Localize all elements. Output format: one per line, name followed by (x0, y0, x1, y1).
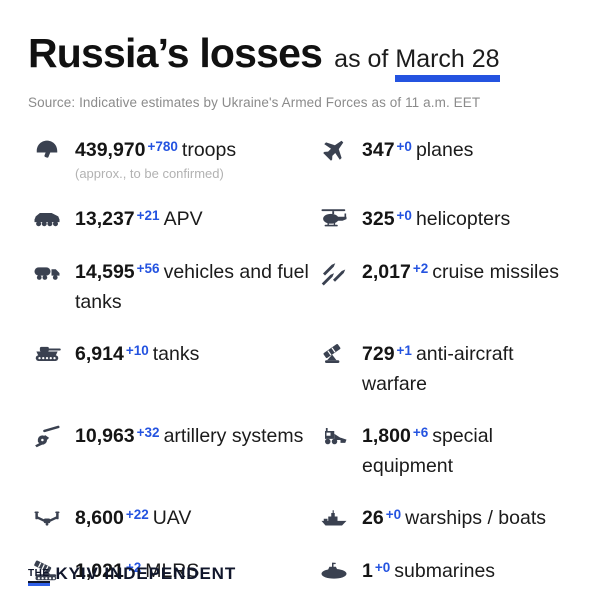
apv-icon (28, 204, 66, 234)
stat-text: 13,237 +21 APV (75, 205, 203, 235)
stats-grid: 439,970 +780 troops (approx., to be confir… (28, 136, 572, 587)
stat-value: 439,970 (75, 139, 146, 161)
tank-icon (28, 339, 66, 369)
stat-label: warships / boats (405, 507, 547, 529)
fuel-truck-icon (28, 257, 66, 287)
stat-text: 10,963 +32 artillery systems (75, 422, 303, 452)
stat-label: MLRS (145, 560, 200, 582)
stat-label: anti-aircraft warfare (362, 343, 514, 395)
stat-delta: +0 (396, 208, 412, 223)
stat-delta: +2 (125, 560, 142, 575)
stat-text: 347 +0 planes (362, 136, 473, 166)
stat-item: 325 +0 helicopters (315, 205, 572, 235)
stat-label: tanks (152, 343, 200, 365)
stat-text: 14,595 +56 vehicles and fuel tanks (75, 258, 315, 317)
stat-label: artillery systems (163, 425, 304, 447)
stat-label: APV (163, 208, 203, 230)
jet-icon (315, 135, 353, 165)
stat-text: 729 +1 anti-aircraft warfare (362, 340, 572, 399)
stat-value: 10,963 (75, 425, 135, 447)
title-line: Russia’s losses as of March 28 (28, 30, 572, 82)
stat-delta: +2 (412, 261, 429, 276)
stat-text: 26 +0 warships / boats (362, 504, 546, 534)
stat-item: 347 +0 planes (315, 136, 572, 182)
stat-text: 6,914 +10 tanks (75, 340, 199, 370)
stat-label: cruise missiles (432, 261, 559, 283)
stat-delta: +32 (136, 425, 160, 440)
source-line: Source: Indicative estimates by Ukraine'… (28, 95, 481, 110)
stat-item: 6,914 +10 tanks (28, 340, 315, 399)
stat-delta: +22 (125, 507, 149, 522)
stat-text: 325 +0 helicopters (362, 205, 510, 235)
stat-item: 729 +1 anti-aircraft warfare (315, 340, 572, 399)
title-asof-text: as of (334, 45, 389, 73)
stat-label: helicopters (415, 208, 511, 230)
stat-text: 8,600 +22 UAV (75, 504, 191, 534)
stat-value: 14,595 (75, 261, 135, 283)
stat-text: 2,017 +2 cruise missiles (362, 258, 559, 288)
logo-name: KYIV INDEPENDENT (55, 564, 237, 583)
stat-delta: +0 (396, 139, 412, 154)
cruise-missile-icon (315, 257, 353, 287)
stat-item: 1 +0 submarines (315, 557, 572, 587)
stat-value: 13,237 (75, 208, 135, 230)
stat-delta: +0 (385, 507, 402, 522)
stat-label: UAV (152, 507, 192, 529)
logo-the: THE (28, 567, 50, 579)
uav-icon (28, 503, 66, 533)
stat-item: 439,970 +780 troops (approx., to be confir… (28, 136, 315, 182)
helicopter-icon (315, 204, 353, 234)
stat-item: 2,017 +2 cruise missiles (315, 258, 572, 317)
stat-text: 1,800 +6 special equipment (362, 422, 572, 481)
stat-item: 1,800 +6 special equipment (315, 422, 572, 481)
stat-value: 1,800 (362, 425, 411, 447)
artillery-icon (28, 421, 66, 451)
footer-logo: THE KYIV INDEPENDENT (28, 564, 236, 584)
page-title: Russia’s losses (28, 30, 323, 76)
stat-value: 729 (362, 343, 395, 365)
stat-item: 26 +0 warships / boats (315, 504, 572, 534)
stat-delta: +780 (147, 139, 178, 154)
stat-item: 14,595 +56 vehicles and fuel tanks (28, 258, 315, 317)
stat-value: 6,914 (75, 343, 124, 365)
anti-aircraft-icon (315, 339, 353, 369)
stat-value: 2,017 (362, 261, 411, 283)
stat-label: troops (181, 139, 237, 161)
warship-icon (315, 503, 353, 533)
stat-delta: +1 (396, 343, 412, 358)
stat-text: 1,021 +2 MLRS (75, 557, 199, 587)
stat-item: 1,021 +2 MLRS (28, 557, 315, 587)
stat-label: planes (415, 139, 474, 161)
stat-note: (approx., to be confirmed) (75, 166, 224, 181)
title-date: March 28 (395, 45, 500, 82)
stat-item: 10,963 +32 artillery systems (28, 422, 315, 481)
stat-delta: +6 (412, 425, 429, 440)
special-equipment-icon (315, 421, 353, 451)
stat-value: 347 (362, 139, 395, 161)
stat-value: 26 (362, 507, 384, 529)
stat-label: submarines (394, 560, 496, 582)
helmet-icon (28, 135, 66, 165)
stat-label: vehicles and fuel tanks (75, 261, 309, 313)
stat-delta: +56 (136, 261, 160, 276)
stat-delta: +21 (136, 208, 160, 223)
stat-item: 13,237 +21 APV (28, 205, 315, 235)
stat-item: 8,600 +22 UAV (28, 504, 315, 534)
infographic: Russia’s losses as of March 28 Source: I… (28, 30, 572, 587)
submarine-icon (315, 556, 353, 586)
stat-value: 1,021 (75, 560, 124, 582)
stat-label: special equipment (362, 425, 493, 477)
stat-value: 325 (362, 208, 395, 230)
stat-text: 439,970 +780 troops (approx., to be confir… (75, 136, 236, 182)
stat-delta: +10 (125, 343, 149, 358)
stat-text: 1 +0 submarines (362, 557, 495, 587)
stat-value: 1 (362, 560, 373, 582)
stat-value: 8,600 (75, 507, 124, 529)
stat-delta: +0 (374, 560, 391, 575)
